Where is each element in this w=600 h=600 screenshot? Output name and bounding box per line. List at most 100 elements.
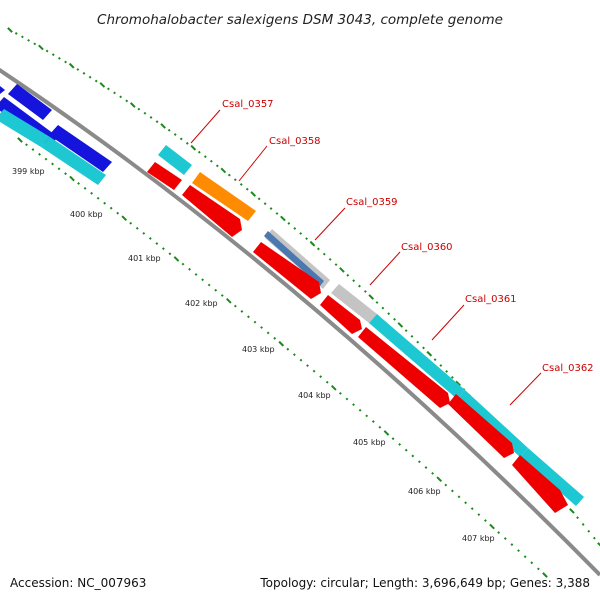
scale-tick [299,358,303,362]
scale-tick [431,471,435,475]
gene-feature[interactable] [8,84,52,120]
kbp-tick-label: 406 kbp [408,487,441,496]
scale-tick [197,150,201,154]
scale-tick [470,507,474,511]
scale-tick [214,288,218,292]
gene-feature[interactable] [358,327,450,408]
scale-tick [286,347,290,351]
gene-feature[interactable] [520,448,584,506]
kbp-tick-labels: 399 kbp 400 kbp 401 kbp 402 kbp 403 kbp … [12,167,495,543]
gene-feature[interactable] [0,82,5,98]
scale-tick [316,247,320,251]
gene-label-csal-0357[interactable]: Csal_0357 [222,99,274,110]
scale-tick [292,353,296,357]
scale-tick [260,326,263,329]
scale-tick [142,231,146,235]
scale-tick [439,364,443,367]
scale-tick [445,370,449,373]
topology-text: Topology: circular; Length: 3,696,649 bp… [260,576,590,590]
scale-tick [233,178,237,182]
gene-feature[interactable] [264,231,324,286]
gene-feature[interactable] [457,390,528,457]
gene-feature[interactable] [320,295,362,334]
gene-feature[interactable] [182,185,242,237]
scale-tick [358,284,361,288]
gene-label-csal-0358[interactable]: Csal_0358 [269,136,321,147]
gene-feature[interactable] [147,162,182,190]
scale-tick [592,536,596,540]
scale-tick [250,191,257,197]
scale-tick [416,340,420,344]
gene-feature[interactable] [331,284,377,323]
scale-tick [227,173,231,177]
scale-tick [14,32,18,35]
gene-label-csal-0359[interactable]: Csal_0359 [346,197,398,208]
scale-tick [306,364,309,368]
scale-tick [368,294,375,300]
scale-tick [417,460,421,464]
scale-tick [581,523,585,526]
scale-tick [82,71,86,75]
scale-tick [125,99,129,103]
scale-tick [107,87,110,91]
scale-tick [576,516,579,520]
scale-tick [424,466,428,469]
accession-text: Accession: NC_007963 [10,576,147,590]
scale-tick [273,336,277,340]
gene-label-csal-0360[interactable]: Csal_0360 [401,242,453,253]
gene-feature[interactable] [0,109,50,147]
scale-tick [119,95,123,99]
gene-feature[interactable] [192,172,256,221]
scale-tick [185,141,189,145]
kbp-tick-label: 407 kbp [462,534,495,543]
scale-tick [484,519,487,522]
scale-tick [263,202,267,206]
gene-feature[interactable] [369,314,465,399]
scale-tick [450,376,454,379]
scale-tick [143,111,147,115]
gene-labels: Csal_0357 Csal_0358 Csal_0359 Csal_0360 … [222,99,594,374]
inner-tick-ring [17,137,548,578]
scale-tick [33,42,37,46]
scale-tick [404,329,408,333]
scale-tick [207,283,211,287]
scale-tick [201,278,205,282]
gene-feature[interactable] [512,455,568,513]
scale-tick [99,82,106,88]
scale-tick [64,60,67,64]
scale-tick [312,369,316,373]
scale-tick [510,543,514,547]
gene-label-csal-0362[interactable]: Csal_0362 [542,363,594,374]
gene-feature[interactable] [448,394,514,458]
scale-tick [444,483,448,487]
scale-tick [88,75,92,79]
scale-tick [240,310,244,313]
scale-tick [293,227,297,230]
scale-tick [44,157,48,161]
scale-tick [161,247,165,251]
scale-tick [57,167,61,171]
scale-tick [411,454,415,458]
scale-tick [536,567,540,571]
kbp-tick-label: 404 kbp [298,391,331,400]
gene-feature[interactable] [158,145,192,175]
scale-tick [269,207,273,210]
gene-feature[interactable] [41,137,106,185]
scale-tick [225,297,232,304]
gene-feature[interactable] [253,242,321,299]
gene-feature[interactable] [49,125,112,172]
scale-tick [477,513,481,517]
scale-tick [27,38,30,42]
scale-tick [179,137,183,141]
kbp-tick-label: 403 kbp [242,345,275,354]
scale-tick [51,162,54,166]
gene-label-csal-0361[interactable]: Csal_0361 [465,294,517,305]
scale-tick [148,237,152,240]
scale-tick [76,68,80,71]
scale-tick [233,304,237,308]
scale-tick [181,262,185,266]
scale-tick [83,186,87,190]
scale-tick [220,294,224,297]
scale-tick [103,201,107,205]
scale-tick [569,508,575,514]
